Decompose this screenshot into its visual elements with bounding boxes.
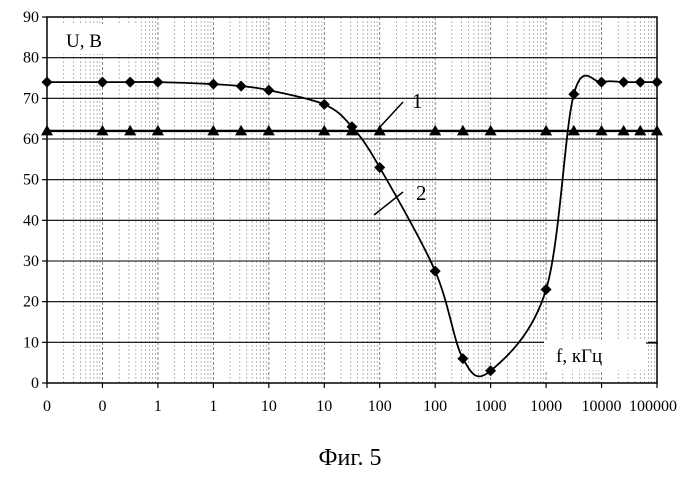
series-2-line bbox=[47, 76, 657, 377]
y-tick-label: 90 bbox=[23, 9, 39, 26]
y-tick-label: 0 bbox=[31, 375, 39, 392]
series-2-point bbox=[618, 77, 629, 88]
series-1-label: 1 bbox=[412, 89, 423, 113]
chart: 0102030405060708090 00111010100100100010… bbox=[0, 0, 700, 440]
x-tick-label: 10000 bbox=[582, 398, 622, 415]
series-2-point bbox=[319, 99, 330, 110]
x-axis-ticks: 0 0 1 1 10 10 100 100 1000 1000 10000 100000 bbox=[43, 383, 677, 415]
series-2-point bbox=[596, 77, 607, 88]
series-2-point bbox=[236, 81, 247, 92]
x-tick-label: 1 bbox=[209, 398, 217, 415]
y-axis-ticks: 0 10 20 30 40 50 60 70 80 90 bbox=[23, 9, 47, 392]
series-2-point bbox=[42, 77, 53, 88]
x-tick-label: 1 bbox=[154, 398, 162, 415]
series-2-point bbox=[457, 353, 468, 364]
figure-caption: Фиг. 5 bbox=[0, 445, 700, 472]
y-tick-label: 70 bbox=[23, 90, 39, 107]
callout-leader-2 bbox=[374, 192, 403, 215]
y-tick-label: 30 bbox=[23, 253, 39, 270]
plot-frame bbox=[47, 17, 657, 383]
y-tick-label: 10 bbox=[23, 334, 39, 351]
series-2-point bbox=[263, 85, 274, 96]
x-tick-label: 100 bbox=[423, 398, 447, 415]
y-tick-label: 20 bbox=[23, 294, 39, 311]
y-tick-label: 40 bbox=[23, 212, 39, 229]
series-2-point bbox=[125, 77, 136, 88]
x-tick-label: 1000 bbox=[530, 398, 562, 415]
callouts: 1 2 bbox=[374, 89, 427, 215]
x-tick-label: 100 bbox=[368, 398, 392, 415]
y-tick-label: 50 bbox=[23, 172, 39, 189]
series-2-point bbox=[541, 284, 552, 295]
x-axis-title: f, кГц bbox=[556, 346, 602, 367]
x-tick-label: 1000 bbox=[475, 398, 507, 415]
series-2-point bbox=[652, 77, 663, 88]
major-grid bbox=[47, 17, 657, 383]
series-2-point bbox=[374, 162, 385, 173]
series-layer bbox=[47, 76, 657, 377]
series-2-point bbox=[208, 79, 219, 90]
series-2-point bbox=[430, 266, 441, 277]
callout-leader-1 bbox=[380, 102, 403, 127]
x-tick-label: 0 bbox=[98, 398, 106, 415]
y-tick-label: 80 bbox=[23, 50, 39, 67]
series-2-label: 2 bbox=[416, 181, 427, 205]
minor-grid bbox=[64, 17, 655, 383]
x-tick-label: 10 bbox=[261, 398, 277, 415]
y-axis-title: U, В bbox=[66, 31, 102, 52]
series-2-point bbox=[152, 77, 163, 88]
x-tick-label: 0 bbox=[43, 398, 51, 415]
x-tick-label: 100000 bbox=[629, 398, 677, 415]
series-2-point bbox=[97, 77, 108, 88]
series-2-point bbox=[635, 77, 646, 88]
y-tick-label: 60 bbox=[23, 131, 39, 148]
x-tick-label: 10 bbox=[316, 398, 332, 415]
